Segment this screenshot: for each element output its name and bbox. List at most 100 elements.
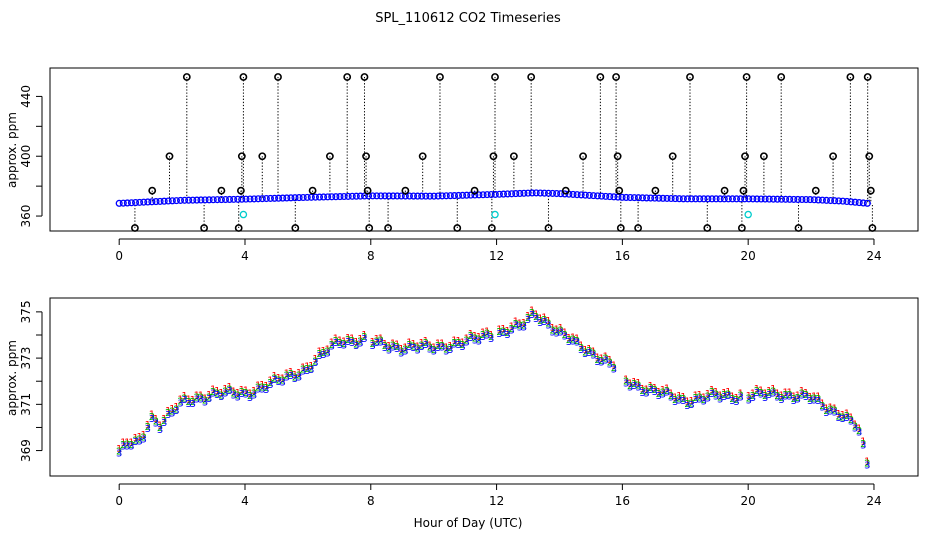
baseline-point [189,196,197,204]
series-1-marker: 1 [803,388,809,399]
series-1-marker: 1 [345,333,351,344]
series-3-marker: 3 [733,397,739,408]
series-2-marker: 2 [566,335,572,346]
series-2-marker: 2 [288,369,294,380]
spike-point [360,73,369,81]
baseline-point [851,198,859,206]
baseline-point [430,192,438,200]
series-1-marker: 1 [136,432,142,443]
series-3-marker: 3 [259,384,265,395]
series-2-marker: 2 [414,344,420,355]
baseline-point [765,195,773,203]
series-1-marker: 1 [329,338,335,349]
series-1-marker: 1 [664,383,670,394]
baseline-point [127,199,136,207]
series-1-marker: 1 [239,385,245,396]
series-3-marker: 3 [549,327,555,338]
series-1-marker: 1 [848,412,854,423]
series-3-marker: 3 [459,342,465,353]
top-y-tick-label: 360 [19,205,33,228]
series-1-marker: 1 [427,340,433,351]
series-3-marker: 3 [848,417,854,428]
baseline-point [156,197,164,205]
series-1-marker: 1 [304,362,310,373]
series-1-marker: 1 [549,323,555,334]
series-3-marker: 3 [631,381,637,392]
series-1-marker: 1 [827,402,833,413]
series-3-marker: 3 [141,434,147,445]
series-2-marker: 2 [177,397,183,408]
series-1-marker: 1 [390,338,396,349]
series-1-marker: 1 [222,384,228,395]
series-2-marker: 2 [369,339,375,350]
bottom-series-markers: 1111111111111111111111111111111111111111… [116,306,871,472]
baseline-point [822,196,831,204]
series-2-marker: 2 [443,345,449,356]
baseline-point [679,195,687,203]
baseline-point [381,192,389,200]
series-1-marker: 1 [713,387,719,398]
baseline-point [761,195,769,203]
baseline-point [516,189,524,197]
top-y-tick-label: 400 [19,145,33,168]
series-1-marker: 1 [676,391,682,402]
baseline-point [140,198,148,206]
baseline-point [136,198,144,206]
series-2-marker: 2 [374,336,380,347]
series-3-marker: 3 [836,413,842,424]
series-1-marker: 1 [181,391,187,402]
series-2-marker: 2 [574,336,580,347]
series-3-marker: 3 [594,357,600,368]
baseline-point [442,192,450,200]
series-3-marker: 3 [353,341,359,352]
spike-point [236,186,245,195]
series-2-marker: 2 [296,371,302,382]
series-2-marker: 2 [447,343,453,354]
series-1-marker: 1 [186,395,192,406]
baseline-point [123,199,131,207]
baseline-point [802,195,810,204]
baseline-point [663,194,671,202]
series-1-marker: 1 [864,456,870,467]
series-3-marker: 3 [275,377,281,388]
spike-point [453,224,462,232]
bottom-y-axis: 369 371 373 375 [19,300,43,462]
series-3-marker: 3 [746,395,752,406]
baseline-point [291,194,299,202]
series-1-marker: 1 [235,388,241,399]
series-1-marker: 1 [439,339,445,350]
series-1-marker: 1 [513,317,519,328]
series-3-marker: 3 [267,380,273,391]
series-3-marker: 3 [157,425,163,436]
series-2-marker: 2 [275,375,281,386]
series-3-marker: 3 [190,399,196,410]
series-3-marker: 3 [770,388,776,399]
series-1-marker: 1 [312,354,318,365]
series-2-marker: 2 [676,393,682,404]
series-3-marker: 3 [566,337,572,348]
bottom-y-tick-label: 371 [19,393,33,416]
series-2-marker: 2 [186,397,192,408]
series-3-marker: 3 [128,442,134,453]
series-3-marker: 3 [819,403,825,414]
top-x-tick-label: 12 [489,249,504,263]
series-3-marker: 3 [394,344,400,355]
series-1-marker: 1 [545,316,551,327]
series-3-marker: 3 [697,394,703,405]
series-1-marker: 1 [267,376,273,387]
series-3-marker: 3 [750,393,756,404]
series-1-marker: 1 [173,402,179,413]
series-1-marker: 1 [721,388,727,399]
series-1-marker: 1 [811,391,817,402]
baseline-point [769,195,777,203]
series-2-marker: 2 [251,388,257,399]
series-1-marker: 1 [226,382,232,393]
baseline-point [185,196,193,204]
series-3-marker: 3 [468,333,474,344]
spike-point [470,186,479,195]
series-3-marker: 3 [243,390,249,401]
baseline-point [524,189,532,197]
series-3-marker: 3 [831,408,837,419]
series-3-marker: 3 [488,334,494,345]
series-2-marker: 2 [864,459,870,470]
